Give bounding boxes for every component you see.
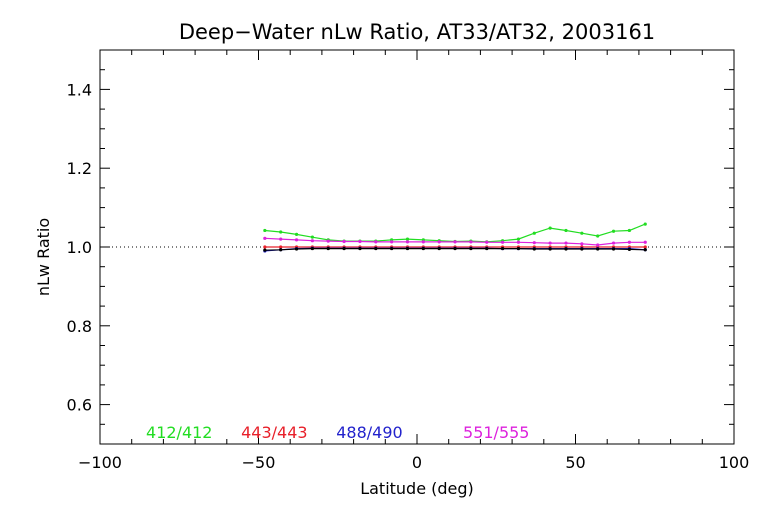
overlay-series-point [627,247,631,251]
series-4-point [580,242,584,246]
series-4-point [453,240,457,244]
series-4-point [421,240,425,244]
series-4-point [263,236,267,240]
series-2-point [279,245,283,249]
series-4-point [596,243,600,247]
overlay-series-point [421,246,425,251]
overlay-series-point [532,247,536,251]
x-tick-label: −50 [242,453,276,472]
y-axis-label: nLw Ratio [34,218,53,296]
series-1-line [264,223,646,243]
legend: 412/412 443/443 488/490 551/555 [146,423,529,442]
series-4-point [342,239,346,244]
series-4-point [564,241,568,245]
tick-labels-layer: −100 −50 0 50 100 0.6 0.8 1.0 1.2 1.4 [67,80,750,472]
series-4-point [516,240,521,244]
series-layer [263,222,647,253]
overlay-series-point [263,248,267,252]
series-1-point [564,228,568,233]
series-2-point [263,245,267,249]
y-tick-label: 1.4 [67,80,92,99]
overlay-series-point [279,248,283,252]
series-1-point [532,231,536,235]
series-1-point [310,235,314,239]
series-1-point [596,234,600,238]
series-4-point [358,239,362,244]
overlay-series-point [485,246,489,251]
x-tick-label: −100 [78,453,122,472]
series-1-point [643,222,647,226]
overlay-series-point [564,247,568,251]
chart-title: Deep−Water nLw Ratio, AT33/AT32, 2003161 [179,20,655,44]
y-tick-label: 1.0 [67,238,92,257]
series-4-point [611,241,616,245]
overlay-series-point [596,247,600,251]
series-4-point [405,240,410,244]
legend-label: 551/555 [463,423,529,442]
legend-label: 488/490 [336,423,402,442]
legend-label: 412/412 [146,423,212,442]
y-tick-label: 0.6 [67,396,92,415]
overlay-series-point [643,248,647,252]
overlay-series-point [294,247,299,251]
series-1-point [611,229,616,233]
series-4-point [469,240,473,244]
series-4-point [532,241,536,245]
x-tick-label: 0 [412,453,422,472]
overlay-series-point [310,246,314,251]
overlay-series-point [326,246,330,251]
overlay-series-point [342,246,346,251]
series-4-point [310,239,314,243]
ticks-layer [99,50,735,444]
series-2-point [643,245,647,249]
series-4-point [279,237,283,241]
legend-label: 443/443 [241,423,307,442]
series-4-point [294,238,299,242]
x-tick-label: 50 [565,453,585,472]
series-4-point [500,240,505,244]
series-4-point [390,240,394,244]
series-1-point [516,237,521,241]
overlay-series-point [405,246,410,251]
series-1-point [580,231,584,235]
series-4-point [437,240,441,244]
series-1-point [405,237,410,241]
overlay-series-point [580,247,584,251]
overlay-series-point [358,246,362,251]
series-4-point [485,240,489,244]
series-1-point [548,226,552,230]
series-4-point [326,239,330,243]
series-4-point [627,240,631,244]
series-1-point [263,228,267,233]
x-tick-label: 100 [719,453,750,472]
overlay-series-point [500,246,505,251]
y-tick-label: 1.2 [67,159,92,178]
overlay-series-point [469,246,473,251]
y-tick-label: 0.8 [67,317,92,336]
series-4-point [548,241,552,245]
series-4-point [374,240,378,244]
series-1-point [294,232,299,236]
series-1-point [279,230,283,234]
overlay-series-point [453,246,457,251]
overlay-series-point [437,246,441,251]
series-1-point [627,228,631,233]
overlay-series-point [611,247,616,251]
series-4-point [643,240,647,244]
overlay-series-point [548,247,552,251]
overlay-series-point [374,246,378,251]
overlay-series-point [516,246,521,251]
overlay-series-point [390,246,394,251]
x-axis-label: Latitude (deg) [360,479,474,498]
